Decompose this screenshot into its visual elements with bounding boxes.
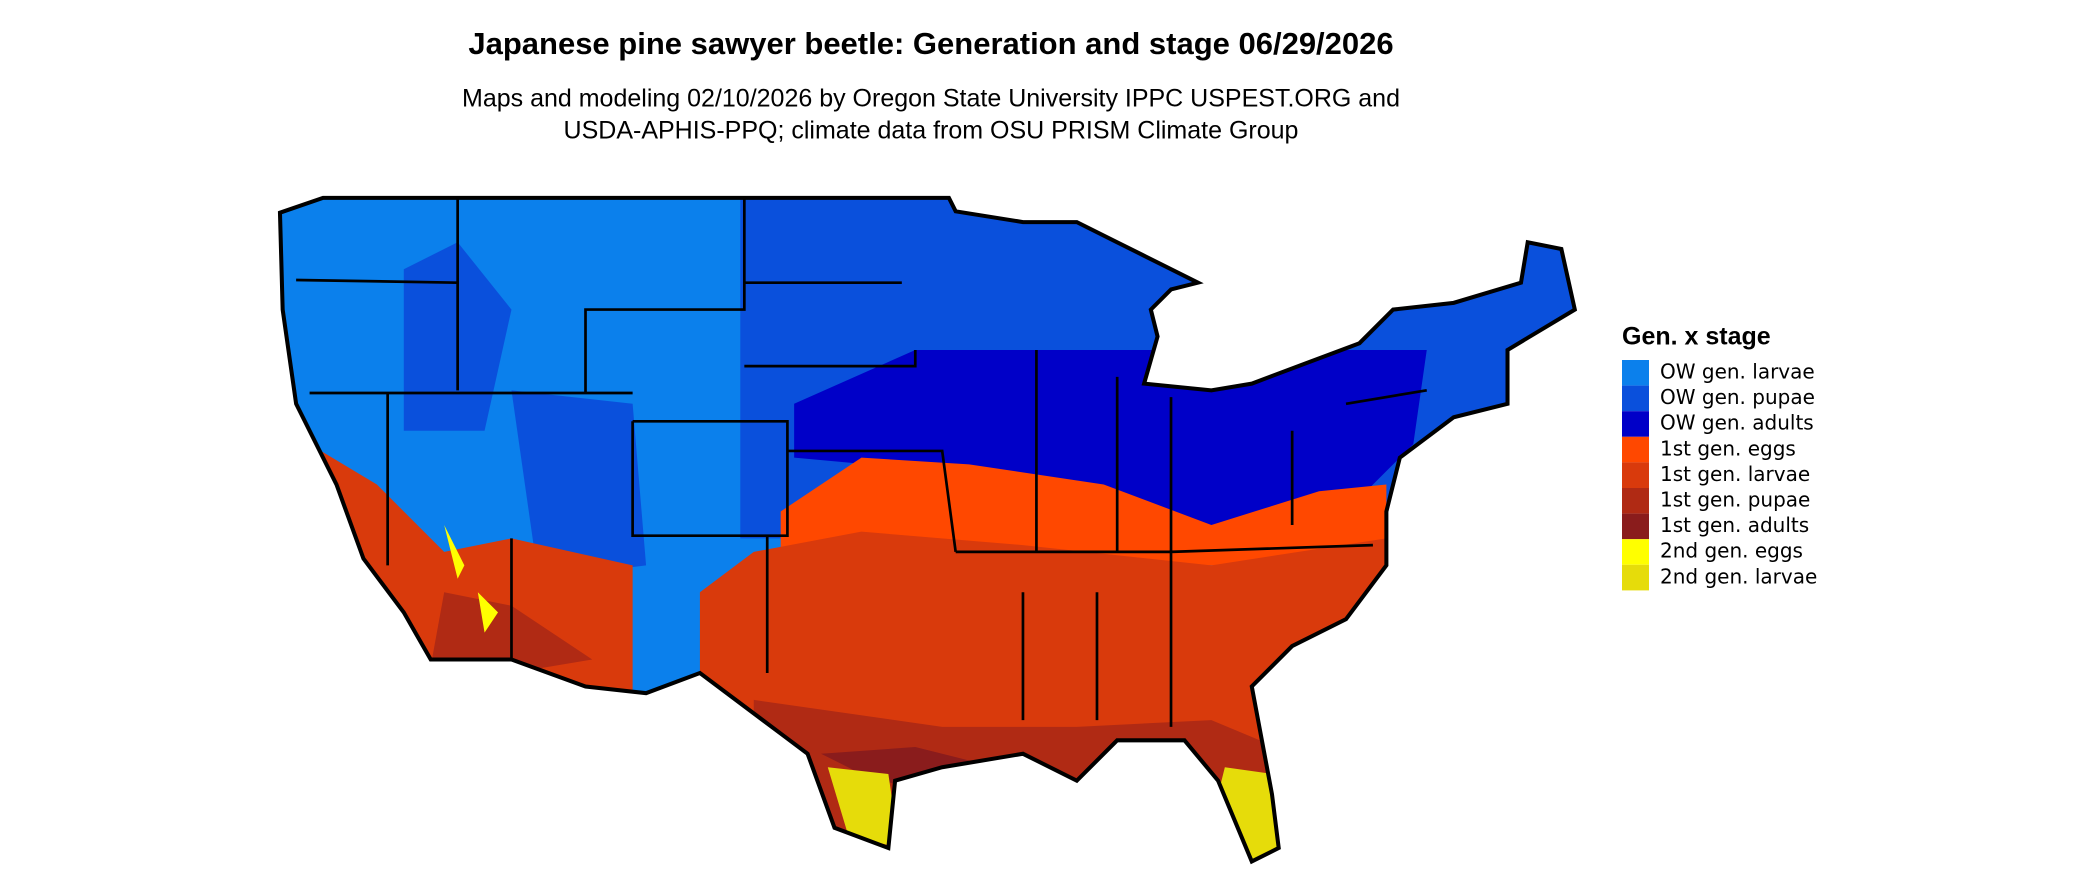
legend-swatch bbox=[1622, 564, 1649, 591]
region bbox=[794, 349, 1427, 539]
region bbox=[827, 767, 1279, 862]
legend-swatch bbox=[1622, 436, 1649, 463]
legend-swatch bbox=[1622, 539, 1649, 565]
legend-label: OW gen. adults bbox=[1660, 411, 1814, 435]
legend-swatch bbox=[1622, 411, 1649, 437]
legend-label: 1st gen. pupae bbox=[1660, 488, 1810, 512]
legend-label: 2nd gen. larvae bbox=[1660, 564, 1817, 588]
legend-label: 1st gen. eggs bbox=[1660, 436, 1796, 460]
state-borders bbox=[296, 197, 1427, 727]
legend-label: 1st gen. larvae bbox=[1660, 462, 1810, 486]
region bbox=[444, 524, 499, 633]
legend-swatch bbox=[1622, 488, 1649, 514]
map bbox=[269, 188, 1588, 888]
legend-label: OW gen. larvae bbox=[1660, 360, 1815, 384]
legend-label: 2nd gen. eggs bbox=[1660, 539, 1803, 563]
legend-swatch bbox=[1622, 360, 1649, 386]
legend-swatch bbox=[1622, 462, 1649, 488]
legend-title: Gen. x stage bbox=[1622, 323, 1771, 351]
legend-label: 1st gen. adults bbox=[1660, 513, 1809, 537]
legend-swatch bbox=[1622, 513, 1649, 540]
subtitle: Maps and modeling 02/10/2026 by Oregon S… bbox=[462, 85, 1400, 113]
map-title: Japanese pine sawyer beetle: Generation … bbox=[468, 26, 1393, 61]
legend-label: OW gen. pupae bbox=[1660, 385, 1815, 409]
legend-swatch bbox=[1622, 385, 1649, 412]
subtitle: USDA-APHIS-PPQ; climate data from OSU PR… bbox=[564, 117, 1299, 145]
